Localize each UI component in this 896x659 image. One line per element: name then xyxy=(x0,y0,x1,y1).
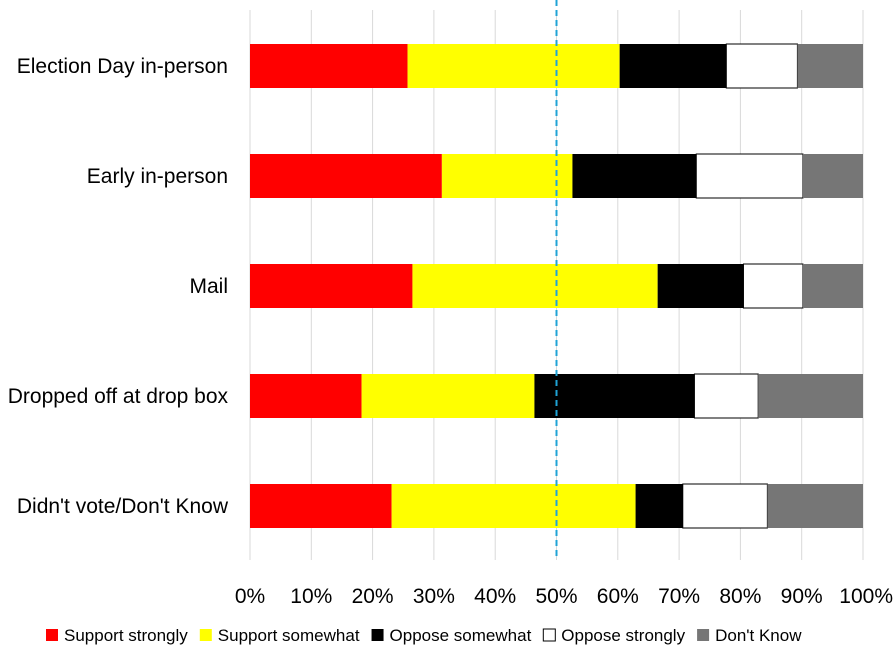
bar-dropped-off-at-drop-box-support-somewhat xyxy=(361,374,535,418)
legend: Support strongly Support somewhat Oppose s… xyxy=(46,626,802,645)
bar-early-in-person-don-t-know xyxy=(802,154,863,198)
x-tick-label-1: 10% xyxy=(290,585,332,608)
x-tick-label-9: 90% xyxy=(781,585,823,608)
x-tick-label-6: 60% xyxy=(597,585,639,608)
legend-swatch-oppose-strongly xyxy=(542,628,556,642)
legend-swatch-oppose-somewhat xyxy=(371,629,384,641)
bar-didn-t-vote-don-t-know-oppose-strongly xyxy=(682,483,768,529)
bar-mail-oppose-strongly xyxy=(742,263,804,309)
x-tick-label-2: 20% xyxy=(352,585,394,608)
bar-early-in-person-oppose-somewhat xyxy=(572,154,697,198)
x-tick-label-7: 70% xyxy=(658,585,700,608)
legend-label-support-somewhat: Support somewhat xyxy=(218,626,360,645)
x-tick-label-3: 30% xyxy=(413,585,455,608)
category-label-mail: Mail xyxy=(189,275,228,298)
legend-item-oppose-somewhat: Oppose somewhat xyxy=(371,626,532,645)
bar-mail-support-somewhat xyxy=(412,264,658,308)
bar-dropped-off-at-drop-box-oppose-strongly xyxy=(693,373,759,419)
category-label-election-day-in-person: Election Day in-person xyxy=(17,55,228,78)
bar-didn-t-vote-don-t-know-support-somewhat xyxy=(391,484,636,528)
legend-item-support-somewhat: Support somewhat xyxy=(199,626,360,645)
legend-swatch-support-strongly xyxy=(46,629,58,641)
bar-election-day-in-person-don-t-know xyxy=(797,44,863,88)
legend-swatch-don-t-know xyxy=(697,629,710,641)
category-labels: Election Day in-person Early in-person Mai… xyxy=(8,55,229,518)
bar-dropped-off-at-drop-box-don-t-know xyxy=(758,374,863,418)
category-label-dropped-off-at-drop-box: Dropped off at drop box xyxy=(8,385,229,408)
x-tick-label-5: 50% xyxy=(535,585,577,608)
x-tick-label-10: 100% xyxy=(839,585,893,608)
legend-swatch-support-somewhat xyxy=(199,629,212,641)
bar-didn-t-vote-don-t-know-oppose-somewhat xyxy=(635,484,683,528)
bar-dropped-off-at-drop-box-oppose-somewhat xyxy=(534,374,695,418)
bar-election-day-in-person-support-somewhat xyxy=(407,44,620,88)
legend-label-don-t-know: Don't Know xyxy=(715,626,802,645)
x-tick-label-8: 80% xyxy=(719,585,761,608)
legend-label-oppose-somewhat: Oppose somewhat xyxy=(390,626,532,645)
bars xyxy=(250,43,863,529)
legend-item-don-t-know: Don't Know xyxy=(697,626,802,645)
bar-dropped-off-at-drop-box-support-strongly xyxy=(250,374,362,418)
bar-election-day-in-person-support-strongly xyxy=(250,44,408,88)
bar-mail-support-strongly xyxy=(250,264,413,308)
bar-early-in-person-support-strongly xyxy=(250,154,442,198)
legend-item-support-strongly: Support strongly xyxy=(46,626,188,645)
x-tick-label-0: 0% xyxy=(235,585,265,608)
bar-election-day-in-person-oppose-strongly xyxy=(725,43,798,89)
x-tick-labels: 0% 10% 20% 30% 40% 50% 60% 70% 80% 90% 100% xyxy=(235,585,893,608)
bar-didn-t-vote-don-t-know-support-strongly xyxy=(250,484,392,528)
bar-early-in-person-oppose-strongly xyxy=(695,153,804,199)
category-label-early-in-person: Early in-person xyxy=(87,165,228,188)
bar-mail-oppose-somewhat xyxy=(657,264,744,308)
legend-item-oppose-strongly: Oppose strongly xyxy=(542,626,686,645)
legend-label-oppose-strongly: Oppose strongly xyxy=(561,626,685,645)
category-label-didn-t-vote-don-t-know: Didn't vote/Don't Know xyxy=(17,495,229,518)
bar-election-day-in-person-oppose-somewhat xyxy=(619,44,727,88)
legend-label-support-strongly: Support strongly xyxy=(64,626,188,645)
bar-mail-don-t-know xyxy=(802,264,863,308)
bar-didn-t-vote-don-t-know-don-t-know xyxy=(767,484,863,528)
x-tick-label-4: 40% xyxy=(474,585,516,608)
bar-early-in-person-support-somewhat xyxy=(441,154,573,198)
